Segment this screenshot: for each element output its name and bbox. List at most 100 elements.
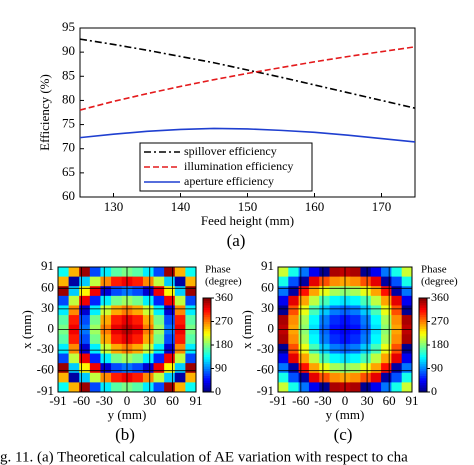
heatmap-cell (381, 343, 392, 354)
heatmap-cell (164, 353, 176, 364)
colorbar-tick-label: 270 (215, 313, 233, 327)
heatmap-cell (391, 267, 403, 278)
heatmap-cell (370, 343, 382, 354)
heatmap-cell (58, 305, 70, 316)
heatmap-cell (381, 372, 392, 383)
x-tick-label: 30 (361, 393, 374, 408)
heatmap-cell (164, 363, 176, 374)
heatmap-cell (370, 334, 382, 345)
heatmap-cell (298, 353, 310, 364)
colorbar-step (419, 326, 427, 329)
heatmap-cell (391, 276, 403, 287)
heatmap-cell (391, 363, 403, 374)
heatmap-cell (370, 372, 382, 383)
colorbar-step (203, 373, 211, 376)
heatmap-cell (111, 315, 123, 326)
heatmap-cell (298, 305, 310, 316)
heatmap-cell (153, 305, 165, 316)
colorbar-step (419, 361, 427, 365)
colorbar-step (203, 309, 211, 313)
heatmap-cell (319, 267, 330, 278)
heatmap-cell (308, 363, 320, 374)
colorbar-step (419, 314, 427, 318)
colorbar-step (419, 330, 427, 334)
heatmap-cell (79, 334, 91, 345)
colorbar-tick-label: 360 (215, 290, 233, 304)
heatmap-cell (100, 305, 112, 316)
heatmap-cell (350, 334, 361, 345)
colorbar-step (419, 354, 427, 358)
y-tick-label: 70 (62, 140, 75, 155)
x-axis-label: y (mm) (108, 407, 147, 422)
heatmap-cell (360, 363, 372, 374)
colorbar-step (419, 387, 427, 391)
colorbar-step (419, 345, 427, 348)
heatmap-cell (298, 276, 310, 287)
colorbar-step (419, 321, 427, 325)
colorbar-step (203, 307, 211, 311)
heatmap-cell (153, 372, 165, 383)
heatmap-cell (164, 267, 176, 278)
heatmap-cell (319, 343, 330, 354)
heatmap-cell (185, 267, 197, 278)
colorbar-step (203, 328, 211, 332)
heatmap-cell (298, 372, 310, 383)
heatmap-cell (58, 286, 70, 297)
colorbar-step (203, 359, 211, 362)
heatmap-cell (111, 334, 123, 345)
colorbar-tick-label: 0 (431, 384, 437, 398)
plot-frame (277, 266, 413, 393)
y-tick-label: 0 (268, 320, 275, 335)
colorbar-step (203, 366, 211, 369)
heatmap-cell (68, 363, 80, 374)
heatmap-cell (319, 353, 330, 364)
heatmap-cell (100, 267, 112, 278)
heatmap-cell (391, 382, 403, 393)
heatmap-cell (401, 276, 413, 287)
heatmap-cell (308, 286, 320, 297)
y-tick-label: -91 (257, 383, 274, 398)
heatmap-cell (89, 276, 101, 287)
colorbar-step (419, 359, 427, 362)
heatmap-cell (278, 295, 289, 306)
heatmap-cell (350, 315, 361, 326)
y-axis-label: x (mm) (19, 310, 34, 349)
heatmap-cell (174, 286, 186, 297)
heatmap-cell (132, 334, 144, 345)
heatmap-cell (185, 353, 197, 364)
colorbar-step (419, 333, 427, 336)
heatmap-cell (350, 267, 361, 278)
heatmap-cell (391, 305, 403, 316)
heatmap-cell (132, 305, 144, 316)
heatmap-cell (360, 295, 372, 306)
heatmap-cell (350, 382, 361, 393)
heatmap-cell (329, 353, 341, 364)
heatmap-cell (132, 353, 144, 364)
x-axis-label: Feed height (mm) (201, 213, 294, 228)
heatmap-cell (68, 353, 80, 364)
heatmap-cell (308, 315, 320, 326)
heatmap-cell (142, 382, 154, 393)
heatmap-cell (89, 315, 101, 326)
x-axis-label: y (mm) (326, 407, 365, 422)
heatmap-cell (68, 372, 80, 383)
heatmap-cell (381, 295, 392, 306)
colorbar-tick-label: 180 (431, 337, 449, 351)
colorbar-step (419, 382, 427, 386)
heatmap-cell (401, 315, 413, 326)
colorbar-step (419, 300, 427, 304)
x-tick-label: -60 (292, 393, 309, 408)
heatmap-cell (329, 334, 341, 345)
heatmap-cell (153, 382, 165, 393)
heatmap-cell (79, 305, 91, 316)
heatmap-cell (174, 353, 186, 364)
heatmap-cell (79, 382, 91, 393)
colorbar-step (419, 335, 427, 339)
heatmap-cell (142, 267, 154, 278)
heatmap-cell (350, 286, 361, 297)
heatmap-cell (142, 343, 154, 354)
heatmap-cell (298, 382, 310, 393)
x-tick-label: 60 (166, 393, 179, 408)
heatmap-cell (329, 363, 341, 374)
colorbar-step (419, 323, 427, 327)
